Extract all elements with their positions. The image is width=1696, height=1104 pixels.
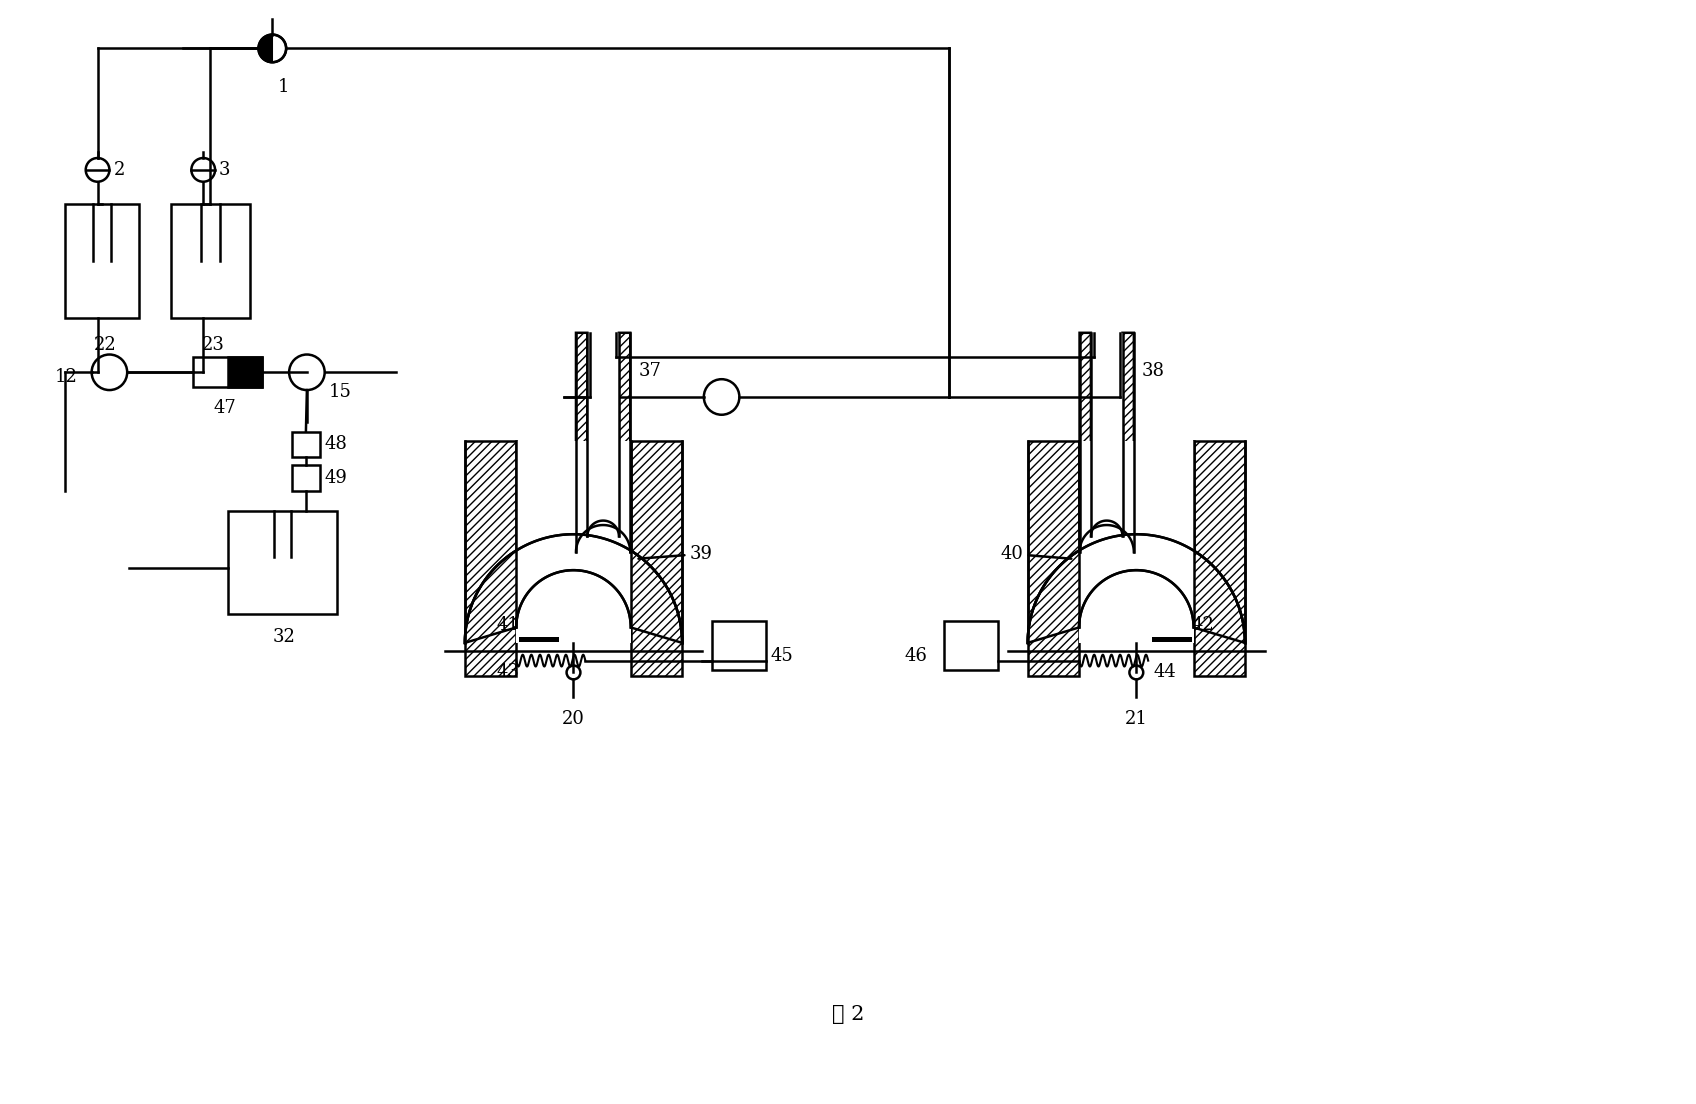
Bar [64,204,139,318]
Polygon shape [1136,534,1245,643]
Text: 21: 21 [1124,710,1148,728]
Bar [1079,442,1194,643]
Text: 39: 39 [638,545,712,563]
Bar [587,332,619,537]
Text: 37: 37 [638,362,661,381]
Text: 12: 12 [54,369,78,386]
Bar [193,358,263,388]
Text: 42: 42 [1192,616,1214,634]
Text: 图 2: 图 2 [831,1005,865,1023]
Text: 40: 40 [1001,545,1072,563]
Text: 38: 38 [1141,362,1165,381]
Polygon shape [587,332,619,537]
Polygon shape [516,442,631,627]
Bar [171,204,249,318]
Text: 43: 43 [497,662,519,680]
Bar [516,442,631,643]
Text: 22: 22 [93,336,117,353]
Bar [227,510,336,614]
Polygon shape [577,332,587,527]
Text: 23: 23 [202,336,226,353]
Polygon shape [465,534,573,643]
Text: 32: 32 [273,628,295,646]
Bar [227,358,263,388]
Polygon shape [258,34,273,62]
Bar [1028,442,1079,677]
Text: 2: 2 [114,161,126,179]
Text: 20: 20 [561,710,585,728]
Bar [631,442,682,677]
Bar [465,442,516,677]
Text: 48: 48 [324,435,348,454]
Text: 47: 47 [214,399,236,417]
Bar [943,622,997,670]
Text: 1: 1 [276,78,288,96]
Polygon shape [1028,534,1136,643]
Polygon shape [1091,332,1123,537]
Text: 3: 3 [219,161,231,179]
Bar [292,432,321,457]
Text: 46: 46 [904,647,928,665]
Text: 45: 45 [772,647,794,665]
Polygon shape [575,534,682,643]
Bar [292,465,321,491]
Polygon shape [619,332,631,527]
Text: 44: 44 [1153,662,1175,680]
Bar [1194,442,1245,677]
Text: 41: 41 [497,616,519,634]
Polygon shape [1079,442,1194,627]
Polygon shape [1080,332,1091,527]
Text: 15: 15 [329,383,351,401]
Polygon shape [1123,332,1135,527]
Bar [1091,332,1123,537]
Bar [712,622,767,670]
Text: 49: 49 [324,469,348,487]
